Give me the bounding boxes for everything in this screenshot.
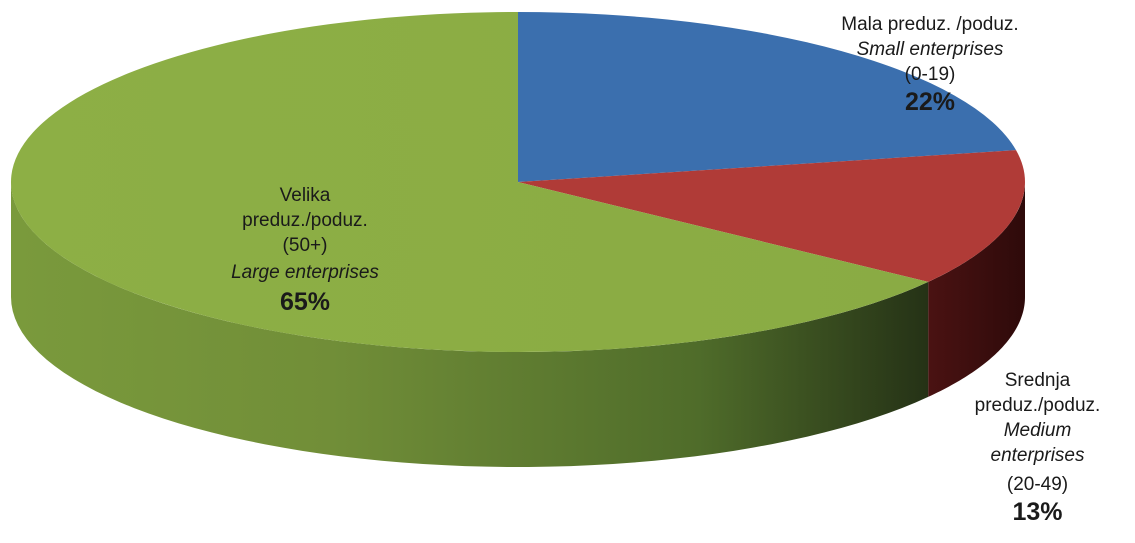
slice-large [10, 11, 929, 352]
slice-label-medium-en-2: enterprises [990, 445, 1085, 466]
slice-label-medium-local-1: Srednja [1004, 370, 1071, 391]
slice-label-small-value: 22% [904, 88, 956, 116]
slice-label-medium-value: 13% [1012, 498, 1063, 526]
slice-label-large: Velika preduz./poduz. (50+) Large enterp… [190, 183, 420, 318]
slice-label-large-local-2: preduz./poduz. [242, 210, 368, 231]
slice-label-small-en: Small enterprises [856, 39, 1004, 60]
slice-label-small-local: Mala preduz. /poduz. [841, 14, 1019, 35]
slice-label-large-local-1: Velika [279, 185, 331, 206]
slice-medium [518, 150, 1025, 282]
slice-label-small: Mala preduz. /poduz. Small enterprises (… [815, 12, 1045, 118]
slice-label-large-range: (50+) [282, 235, 328, 256]
slice-label-large-value: 65% [279, 288, 331, 316]
slice-side-medium [928, 182, 1025, 397]
slice-label-medium-range: (20-49) [1006, 474, 1069, 495]
slice-side-large [11, 182, 929, 467]
slice-label-medium-en-1: Medium [1003, 420, 1072, 441]
slice-label-large-en: Large enterprises [231, 262, 379, 283]
slice-label-small-range: (0-19) [904, 64, 956, 85]
slice-small [518, 12, 1017, 182]
slice-label-medium-local-2: preduz./poduz. [974, 395, 1101, 416]
slice-label-medium: Srednja preduz./poduz. Medium enterprise… [950, 368, 1125, 528]
